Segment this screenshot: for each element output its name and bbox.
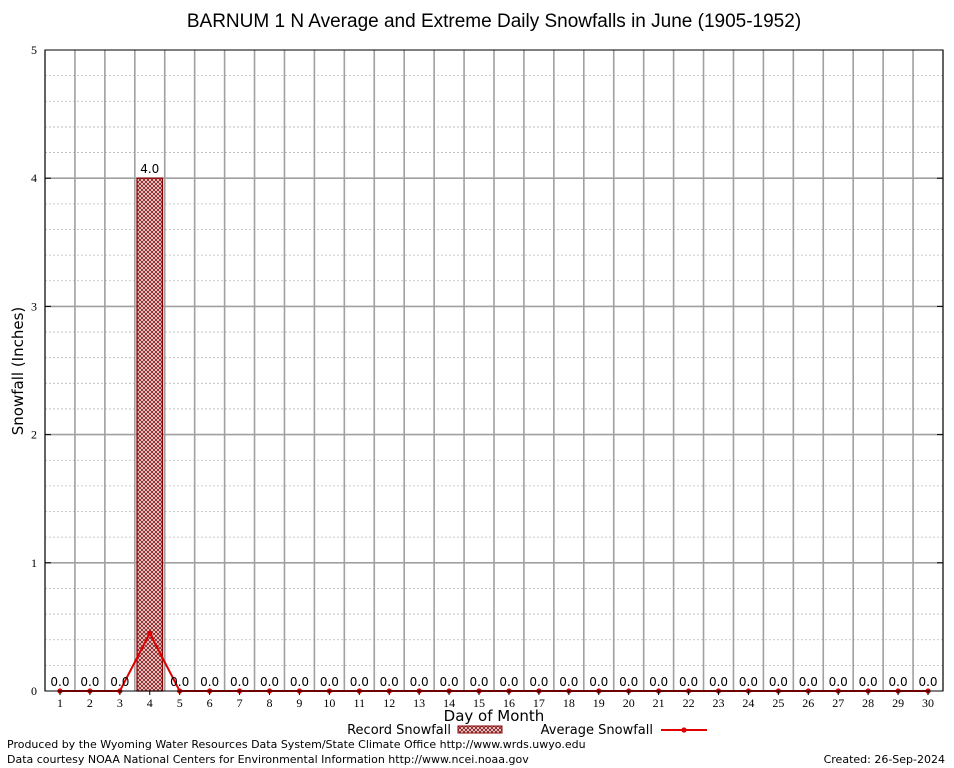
footer-created: Created: 26-Sep-2024 bbox=[824, 753, 945, 766]
x-tick-label: 22 bbox=[683, 696, 695, 710]
y-axis-label: Snowfall (Inches) bbox=[9, 307, 27, 435]
data-label-day-10: 0.0 bbox=[320, 675, 339, 689]
x-tick-label: 12 bbox=[383, 696, 395, 710]
x-tick-label: 4 bbox=[147, 696, 153, 710]
data-label-day-17: 0.0 bbox=[529, 675, 548, 689]
footer-producer: Produced by the Wyoming Water Resources … bbox=[7, 738, 586, 751]
data-label-day-3: 0.0 bbox=[110, 675, 129, 689]
y-tick-label: 2 bbox=[31, 428, 37, 442]
x-tick-label: 8 bbox=[267, 696, 273, 710]
data-label-day-27: 0.0 bbox=[829, 675, 848, 689]
x-tick-label: 9 bbox=[296, 696, 302, 710]
x-tick-label: 11 bbox=[354, 696, 366, 710]
x-tick-label: 24 bbox=[742, 696, 754, 710]
x-tick-label: 25 bbox=[772, 696, 784, 710]
data-label-day-26: 0.0 bbox=[799, 675, 818, 689]
x-tick-label: 29 bbox=[892, 696, 904, 710]
data-label-day-9: 0.0 bbox=[290, 675, 309, 689]
data-label-day-23: 0.0 bbox=[709, 675, 728, 689]
data-label-day-4: 4.0 bbox=[140, 162, 159, 176]
x-tick-label: 18 bbox=[563, 696, 575, 710]
record-bar-day-4 bbox=[136, 177, 164, 692]
data-label-day-18: 0.0 bbox=[559, 675, 578, 689]
record-bars bbox=[136, 177, 164, 692]
data-label-day-22: 0.0 bbox=[679, 675, 698, 689]
legend-record-swatch bbox=[457, 725, 503, 734]
data-label-day-12: 0.0 bbox=[380, 675, 399, 689]
x-tick-label: 26 bbox=[802, 696, 814, 710]
data-label-day-16: 0.0 bbox=[499, 675, 518, 689]
average-point-day-4 bbox=[147, 630, 153, 636]
x-tick-label: 21 bbox=[653, 696, 665, 710]
x-tick-label: 1 bbox=[57, 696, 63, 710]
data-label-day-5: 0.0 bbox=[170, 675, 189, 689]
grid-lines bbox=[44, 50, 944, 691]
data-label-day-25: 0.0 bbox=[769, 675, 788, 689]
y-tick-label: 5 bbox=[31, 43, 37, 57]
data-label-day-21: 0.0 bbox=[649, 675, 668, 689]
y-axis-ticks: 0 1 2 3 4 5 bbox=[31, 43, 943, 698]
data-label-day-15: 0.0 bbox=[469, 675, 488, 689]
x-tick-label: 28 bbox=[862, 696, 874, 710]
legend-average-marker bbox=[681, 727, 687, 733]
x-tick-label: 23 bbox=[713, 696, 725, 710]
legend: Record Snowfall Average Snowfall bbox=[347, 723, 707, 738]
data-label-day-24: 0.0 bbox=[739, 675, 758, 689]
legend-record-label: Record Snowfall bbox=[347, 723, 451, 738]
x-tick-label: 16 bbox=[503, 696, 515, 710]
plot-frame bbox=[44, 49, 944, 692]
x-tick-label: 5 bbox=[177, 696, 183, 710]
data-label-day-8: 0.0 bbox=[260, 675, 279, 689]
y-tick-label: 4 bbox=[31, 171, 37, 185]
data-label-day-19: 0.0 bbox=[589, 675, 608, 689]
footer-data-source: Data courtesy NOAA National Centers for … bbox=[7, 753, 529, 766]
data-label-day-1: 0.0 bbox=[50, 675, 69, 689]
data-label-day-6: 0.0 bbox=[200, 675, 219, 689]
x-tick-label: 3 bbox=[117, 696, 123, 710]
legend-average-label: Average Snowfall bbox=[541, 723, 653, 738]
data-labels: 0.0 0.0 0.0 4.0 0.0 0.0 0.0 0.0 0.0 0.0 0.0 0.0 0.0 0… bbox=[50, 162, 937, 689]
x-tick-label: 13 bbox=[413, 696, 425, 710]
data-label-day-30: 0.0 bbox=[918, 675, 937, 689]
y-tick-label: 0 bbox=[31, 684, 37, 698]
y-tick-label: 3 bbox=[31, 299, 37, 313]
data-label-day-7: 0.0 bbox=[230, 675, 249, 689]
data-label-day-29: 0.0 bbox=[889, 675, 908, 689]
x-tick-label: 27 bbox=[832, 696, 844, 710]
x-tick-label: 2 bbox=[87, 696, 93, 710]
x-tick-label: 20 bbox=[623, 696, 635, 710]
data-label-day-14: 0.0 bbox=[440, 675, 459, 689]
data-label-day-13: 0.0 bbox=[410, 675, 429, 689]
data-label-day-11: 0.0 bbox=[350, 675, 369, 689]
x-tick-label: 15 bbox=[473, 696, 485, 710]
data-label-day-20: 0.0 bbox=[619, 675, 638, 689]
chart-title: BARNUM 1 N Average and Extreme Daily Sno… bbox=[187, 11, 801, 32]
x-tick-label: 6 bbox=[207, 696, 213, 710]
x-tick-label: 19 bbox=[593, 696, 605, 710]
x-tick-label: 17 bbox=[533, 696, 545, 710]
data-label-day-28: 0.0 bbox=[859, 675, 878, 689]
x-tick-label: 14 bbox=[443, 696, 455, 710]
x-tick-label: 30 bbox=[922, 696, 934, 710]
x-axis-ticks: 1 2 3 4 5 6 7 8 9 10 11 12 13 14 15 16 17 18 19 20 21 22 23 24 2… bbox=[57, 691, 934, 710]
data-label-day-2: 0.0 bbox=[80, 675, 99, 689]
x-tick-label: 7 bbox=[237, 696, 243, 710]
x-axis-label: Day of Month bbox=[444, 707, 545, 725]
y-tick-label: 1 bbox=[31, 556, 37, 570]
x-tick-label: 10 bbox=[323, 696, 335, 710]
